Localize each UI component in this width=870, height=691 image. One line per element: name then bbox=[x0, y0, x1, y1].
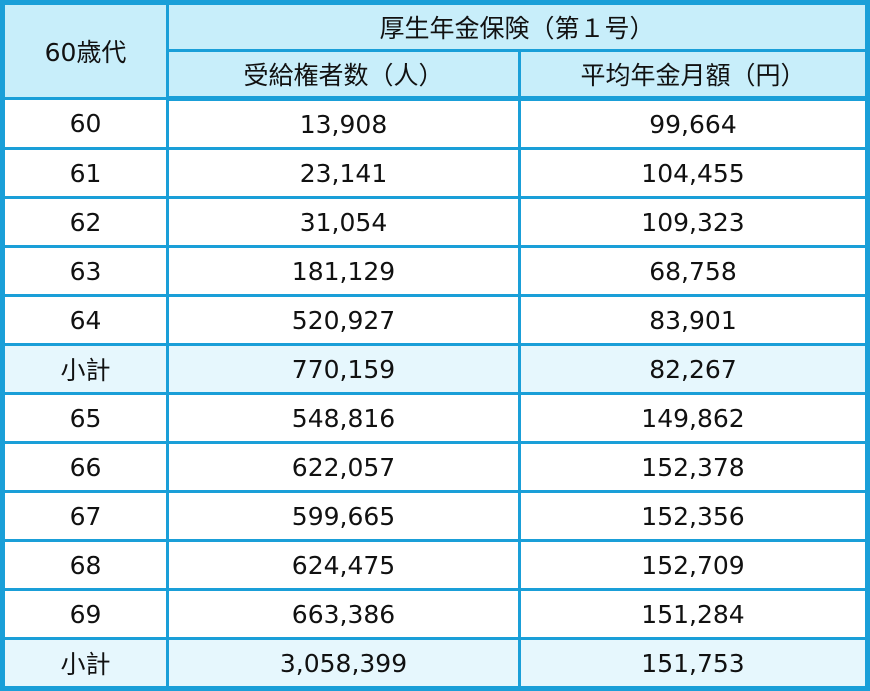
table-row: 60 13,908 99,664 bbox=[1, 97, 869, 150]
age-cell: 68 bbox=[1, 539, 169, 591]
avg-cell: 68,758 bbox=[518, 245, 869, 297]
avg-cell: 104,455 bbox=[518, 147, 869, 199]
table-row: 62 31,054 109,323 bbox=[1, 196, 869, 248]
avg-header: 平均年金月額（円） bbox=[518, 49, 869, 101]
avg-cell: 151,284 bbox=[518, 588, 869, 640]
age-cell: 小計 bbox=[1, 343, 169, 395]
age-cell: 62 bbox=[1, 196, 169, 248]
count-cell: 520,927 bbox=[166, 294, 521, 346]
avg-cell: 152,356 bbox=[518, 490, 869, 542]
count-cell: 548,816 bbox=[166, 392, 521, 444]
count-cell: 663,386 bbox=[166, 588, 521, 640]
avg-cell: 82,267 bbox=[518, 343, 869, 395]
age-cell: 65 bbox=[1, 392, 169, 444]
avg-cell: 151,753 bbox=[518, 637, 869, 690]
age-cell: 60 bbox=[1, 97, 169, 150]
table-row: 64 520,927 83,901 bbox=[1, 294, 869, 346]
count-cell: 770,159 bbox=[166, 343, 521, 395]
age-cell: 小計 bbox=[1, 637, 169, 690]
avg-cell: 152,709 bbox=[518, 539, 869, 591]
table-row: 68 624,475 152,709 bbox=[1, 539, 869, 591]
group-header: 厚生年金保険（第１号） bbox=[166, 1, 869, 52]
table-body: 60 13,908 99,664 61 23,141 104,455 62 31,054 109… bbox=[1, 97, 869, 690]
table-row: 61 23,141 104,455 bbox=[1, 147, 869, 199]
avg-cell: 83,901 bbox=[518, 294, 869, 346]
count-cell: 31,054 bbox=[166, 196, 521, 248]
age-cell: 63 bbox=[1, 245, 169, 297]
count-cell: 622,057 bbox=[166, 441, 521, 493]
count-cell: 3,058,399 bbox=[166, 637, 521, 690]
avg-cell: 99,664 bbox=[518, 97, 869, 150]
age-cell: 61 bbox=[1, 147, 169, 199]
age-cell: 67 bbox=[1, 490, 169, 542]
table-row: 67 599,665 152,356 bbox=[1, 490, 869, 542]
count-cell: 624,475 bbox=[166, 539, 521, 591]
avg-cell: 109,323 bbox=[518, 196, 869, 248]
count-cell: 13,908 bbox=[166, 97, 521, 150]
age-cell: 64 bbox=[1, 294, 169, 346]
age-cell: 66 bbox=[1, 441, 169, 493]
count-cell: 599,665 bbox=[166, 490, 521, 542]
avg-cell: 149,862 bbox=[518, 392, 869, 444]
table-row: 63 181,129 68,758 bbox=[1, 245, 869, 297]
avg-cell: 152,378 bbox=[518, 441, 869, 493]
count-header: 受給権者数（人） bbox=[166, 49, 521, 101]
subtotal-row: 小計 3,058,399 151,753 bbox=[1, 637, 869, 690]
age-group-header: 60歳代 bbox=[1, 1, 169, 100]
table-row: 66 622,057 152,378 bbox=[1, 441, 869, 493]
table-row: 65 548,816 149,862 bbox=[1, 392, 869, 444]
age-cell: 69 bbox=[1, 588, 169, 640]
subtotal-row: 小計 770,159 82,267 bbox=[1, 343, 869, 395]
count-cell: 23,141 bbox=[166, 147, 521, 199]
count-cell: 181,129 bbox=[166, 245, 521, 297]
table-row: 69 663,386 151,284 bbox=[1, 588, 869, 640]
